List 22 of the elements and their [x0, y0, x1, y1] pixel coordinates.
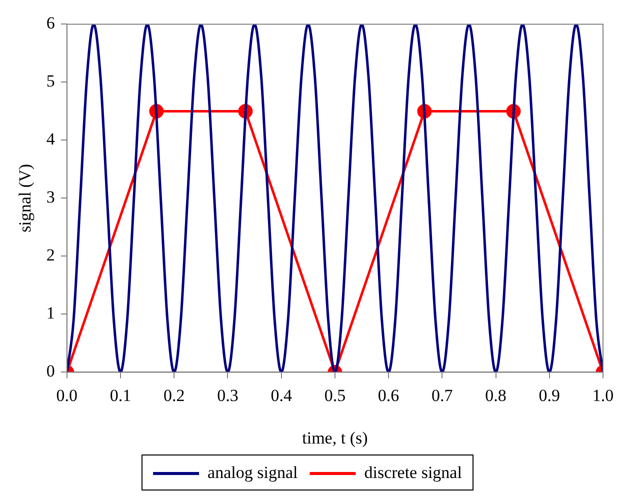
x-tick-label: 0.4	[270, 386, 292, 405]
y-tick-label: 1	[46, 304, 55, 323]
y-tick-label: 3	[46, 188, 55, 207]
y-tick-label: 5	[46, 72, 55, 91]
y-tick-label: 4	[46, 130, 56, 149]
x-axis-title: time, t (s)	[302, 428, 368, 448]
x-tick-label: 0.8	[485, 386, 506, 405]
y-axis-title: signal (V)	[16, 164, 35, 232]
x-tick-label: 0.2	[163, 386, 185, 405]
x-tick-label: 0.1	[110, 386, 132, 405]
y-tick-label: 0	[46, 362, 55, 381]
x-tick-label: 0.6	[378, 386, 400, 405]
x-tick-label: 1.0	[592, 386, 614, 405]
y-tick-label: 6	[46, 14, 55, 33]
x-tick-label: 0.0	[56, 386, 78, 405]
y-tick-label: 2	[46, 246, 55, 265]
x-tick-label: 0.7	[432, 386, 454, 405]
legend-label: discrete signal	[364, 462, 462, 482]
x-tick-label: 0.9	[538, 386, 560, 405]
x-tick-label: 0.3	[217, 386, 238, 405]
legend-label: analog signal	[208, 462, 298, 482]
x-tick-label: 0.5	[324, 386, 346, 405]
